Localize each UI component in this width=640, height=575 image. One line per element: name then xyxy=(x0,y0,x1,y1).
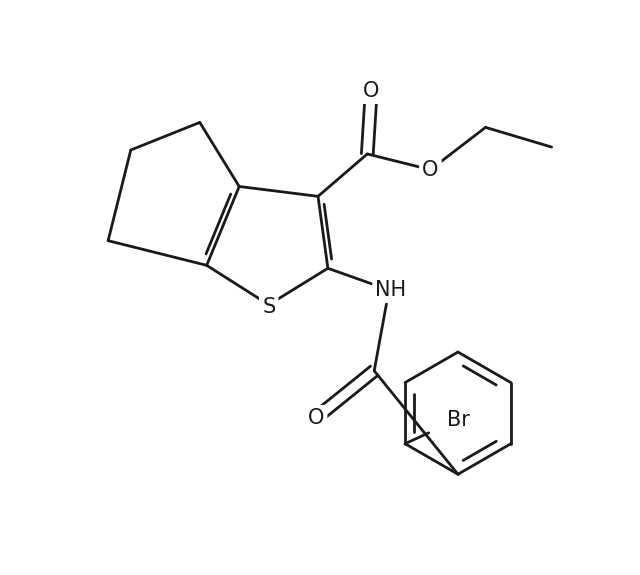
Text: S: S xyxy=(262,297,275,317)
Text: O: O xyxy=(422,160,438,180)
Text: NH: NH xyxy=(376,280,406,300)
Text: O: O xyxy=(363,81,380,101)
Text: Br: Br xyxy=(447,410,470,430)
Text: O: O xyxy=(308,408,324,428)
